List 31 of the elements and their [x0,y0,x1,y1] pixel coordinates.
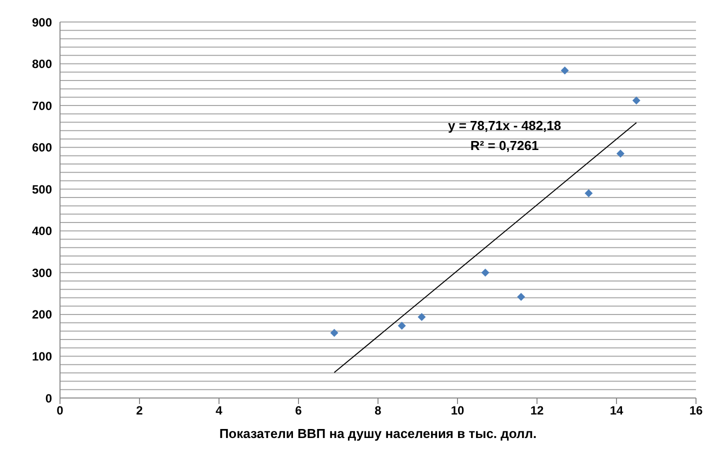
x-axis-title: Показатели ВВП на душу населения в тыс. долл. [219,426,537,441]
x-tick-label: 6 [295,404,302,418]
y-tick-label: 300 [32,266,52,280]
y-tick-label: 800 [32,57,52,72]
y-tick-label: 200 [32,308,52,322]
x-tick-label: 4 [216,404,223,418]
point [616,150,624,158]
x-tick-label: 16 [689,404,703,418]
y-tick-label: 600 [32,140,52,155]
x-tick-label: 14 [610,404,624,418]
y-tick-label: 0 [45,391,52,406]
x-tick-label: 0 [56,404,64,418]
point [517,292,526,301]
point [398,322,406,330]
point [481,268,490,277]
point [560,66,569,74]
y-tick-label: 700 [32,98,52,113]
point [330,328,338,337]
y-tick-label: 900 [32,15,52,30]
x-tick-label: 10 [450,404,464,418]
y-tick-label: 100 [32,349,52,364]
y-tick-label: 500 [32,182,52,196]
point [632,96,640,105]
x-tick-label: 2 [136,404,144,418]
annotation: R² = 0,7261 [469,137,540,155]
x-tick-label: 12 [530,404,544,418]
x-tick-label: 8 [374,404,382,418]
y-tick-label: 400 [32,224,52,238]
point [418,312,426,321]
annotation: y = 78,71x - 482,18 [448,117,562,135]
point [584,189,593,198]
